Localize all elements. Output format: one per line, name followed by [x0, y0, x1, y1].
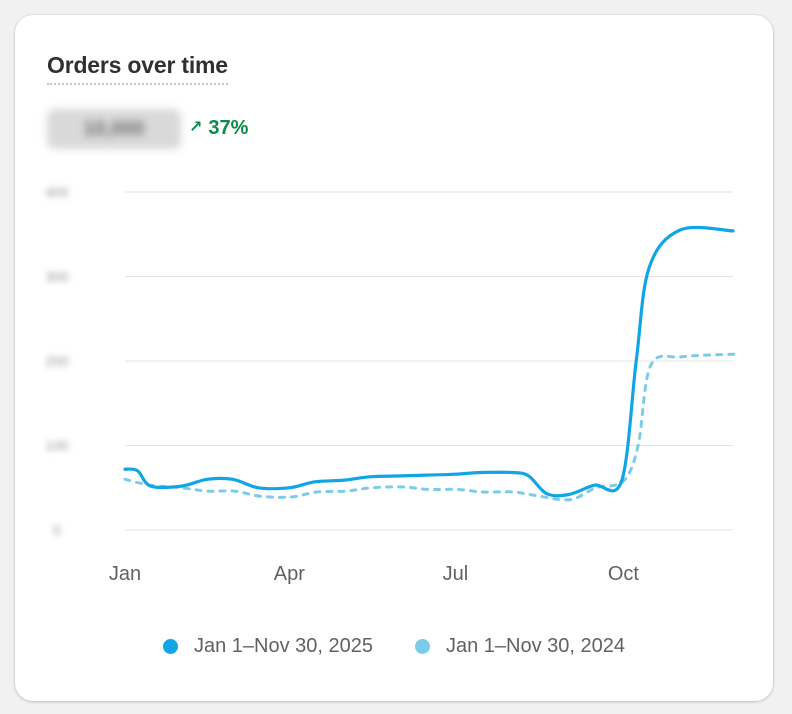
orders-total-value: 10,000 [47, 109, 181, 149]
legend-item-2025[interactable]: Jan 1–Nov 30, 2025 [162, 635, 373, 658]
chart-series [123, 225, 737, 502]
arrow-up-right-icon: ↗ [189, 119, 203, 136]
legend-item-2024[interactable]: Jan 1–Nov 30, 2024 [415, 635, 625, 658]
y-axis-ticks: 0 100 200 300 400 [45, 184, 69, 538]
legend-label-2025: Jan 1–Nov 30, 2025 [193, 635, 373, 657]
y-tick-label: 200 [45, 353, 69, 369]
legend-dot-icon [162, 639, 178, 654]
x-tick-label: Apr [274, 563, 305, 585]
series-line-current[interactable] [123, 225, 735, 498]
x-tick-label: Jan [109, 563, 141, 585]
card-title[interactable]: Orders over time [47, 51, 228, 85]
y-tick-label: 0 [53, 522, 61, 538]
orders-over-time-card: Orders over time 10,000 ↗ 37% 0 100 200 300… [15, 15, 773, 701]
legend-label-2024: Jan 1–Nov 30, 2024 [446, 635, 626, 657]
y-tick-label: 300 [45, 269, 69, 285]
x-tick-label: Oct [608, 563, 640, 585]
orders-line-chart[interactable]: 0 100 200 300 400 Jan Apr Jul Oct [15, 15, 773, 615]
percent-change-badge: ↗ 37% [189, 115, 248, 141]
chart-legend: Jan 1–Nov 30, 2025 Jan 1–Nov 30, 2024 [15, 635, 773, 658]
x-tick-label: Jul [443, 563, 469, 585]
percent-change-value: 37% [208, 117, 249, 139]
legend-dot-icon [415, 639, 430, 654]
x-axis-ticks: Jan Apr Jul Oct [109, 563, 640, 585]
chart-gridlines [125, 191, 733, 531]
y-tick-label: 100 [45, 438, 69, 454]
y-tick-label: 400 [45, 184, 69, 200]
series-line-previous[interactable] [123, 352, 737, 502]
